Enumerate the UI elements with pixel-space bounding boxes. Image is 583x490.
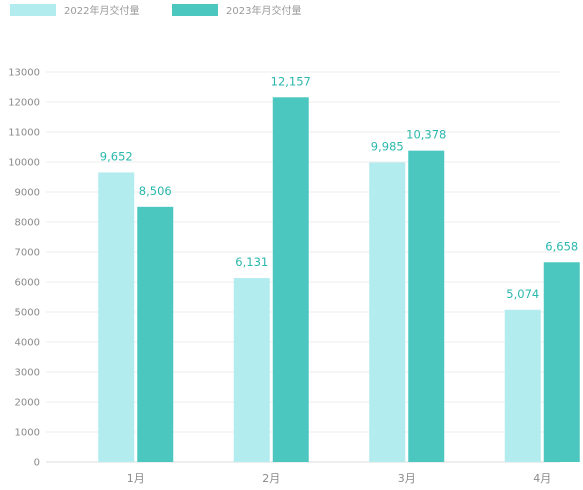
- y-tick-label: 9000: [15, 188, 40, 199]
- x-tick-label: 4月: [533, 472, 551, 485]
- data-label: 8,506: [139, 184, 172, 198]
- bar-s0-1月: [98, 172, 135, 462]
- bar-s1-2月: [272, 97, 309, 462]
- y-tick-label: 5000: [15, 308, 40, 319]
- y-tick-label: 11000: [8, 128, 40, 139]
- y-tick-label: 2000: [15, 398, 40, 409]
- x-tick-label: 3月: [398, 472, 416, 485]
- bar-s0-2月: [233, 278, 270, 462]
- data-label: 9,985: [371, 139, 404, 153]
- legend-label-1: 2023年月交付量: [226, 4, 301, 17]
- x-axis: 1月 2月 3月 4月: [127, 472, 552, 485]
- legend: 2022年月交付量 2023年月交付量: [10, 4, 301, 17]
- data-label: 6,131: [235, 255, 268, 269]
- y-tick-label: 10000: [8, 158, 40, 169]
- bar-s1-1月: [137, 206, 174, 462]
- legend-swatch-1: [172, 4, 218, 16]
- y-tick-label: 8000: [15, 218, 40, 229]
- legend-label-0: 2022年月交付量: [64, 4, 139, 17]
- data-label: 10,378: [406, 128, 446, 142]
- x-tick-label: 2月: [262, 472, 280, 485]
- data-label: 12,157: [271, 74, 311, 88]
- bar-s0-3月: [369, 162, 406, 462]
- y-tick-label: 6000: [15, 278, 40, 289]
- data-label: 5,074: [506, 287, 539, 301]
- bars: [98, 97, 580, 462]
- data-label: 6,658: [545, 239, 578, 253]
- y-tick-label: 0: [34, 458, 40, 469]
- data-label: 9,652: [100, 149, 133, 163]
- y-tick-label: 1000: [15, 428, 40, 439]
- bar-s1-3月: [408, 150, 445, 462]
- y-tick-label: 12000: [8, 98, 40, 109]
- bar-s1-4月: [543, 262, 580, 462]
- bar-s0-4月: [504, 309, 541, 462]
- y-tick-label: 4000: [15, 338, 40, 349]
- x-tick-label: 1月: [127, 472, 145, 485]
- y-tick-label: 3000: [15, 368, 40, 379]
- y-axis: 0 1000 2000 3000 4000 5000 6000 7000 8000 9000 100…: [8, 68, 40, 469]
- y-tick-label: 7000: [15, 248, 40, 259]
- legend-swatch-0: [10, 4, 56, 16]
- y-tick-label: 13000: [8, 68, 40, 79]
